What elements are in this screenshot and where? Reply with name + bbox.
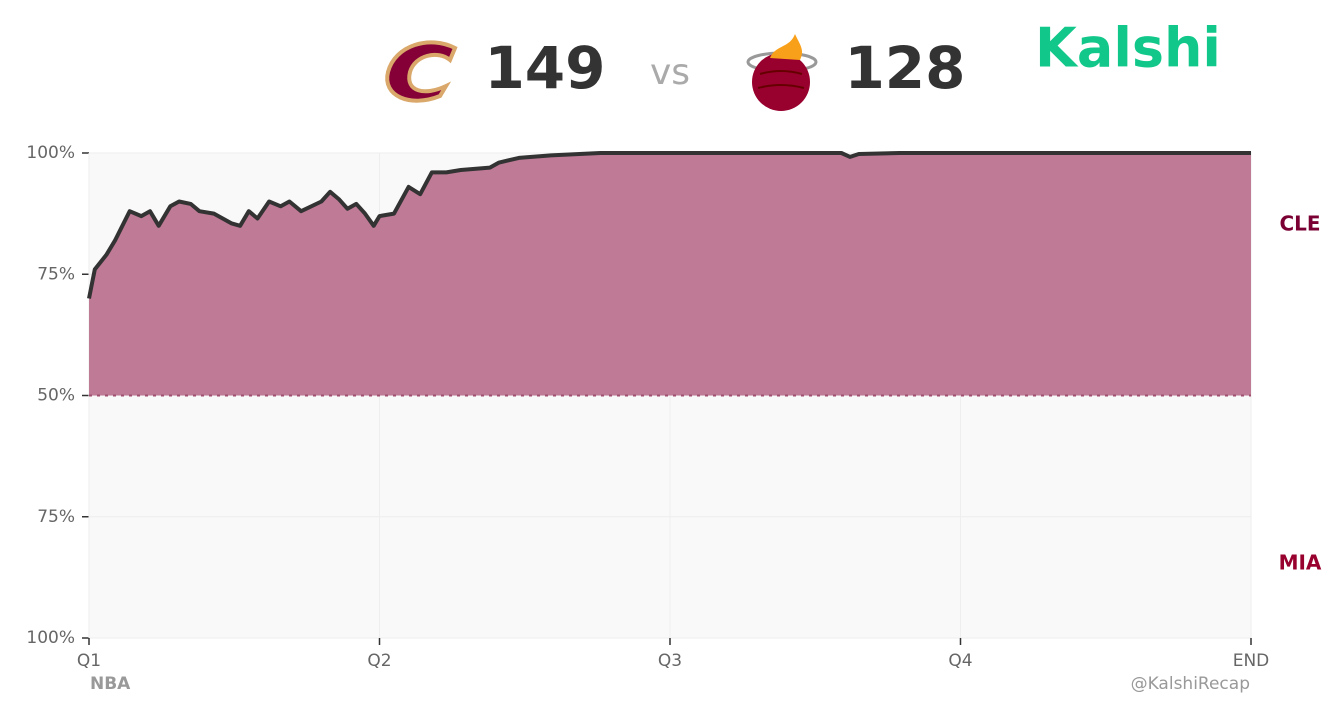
brand: Kalshi <box>1035 17 1221 80</box>
y-tick-label: 100% <box>26 628 75 648</box>
upper-label: CLE <box>1279 212 1320 236</box>
x-tick-label: Q2 <box>367 651 391 671</box>
line <box>87 151 1251 299</box>
source: NBA <box>90 674 131 694</box>
score2: 128 <box>844 34 965 102</box>
x-tick-label: END <box>1233 651 1270 671</box>
area <box>89 153 1251 396</box>
y-tick-label: 75% <box>37 507 75 527</box>
lower-label: MIA <box>1279 551 1322 575</box>
x-tick-label: Q3 <box>658 651 682 671</box>
vs: vs <box>650 52 690 93</box>
y-tick-label: 75% <box>37 264 75 284</box>
x-tick-label: Q4 <box>948 651 972 671</box>
x-tick-label: Q1 <box>77 651 101 671</box>
credit: @KalshiRecap <box>1131 674 1250 694</box>
score1: 149 <box>484 34 605 102</box>
team2-logo <box>746 34 818 111</box>
team1-logo <box>385 40 458 103</box>
y-tick-label: 100% <box>26 143 75 163</box>
y-tick-label: 50% <box>37 386 75 406</box>
